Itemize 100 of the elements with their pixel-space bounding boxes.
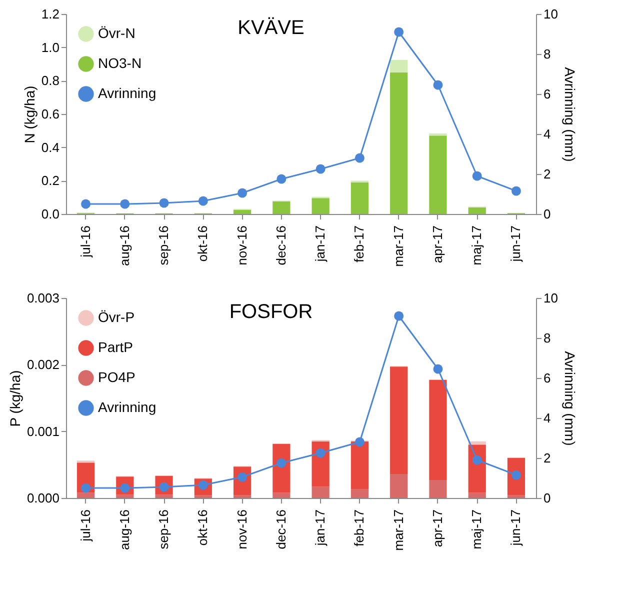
bar [76,492,95,498]
y2-tick-label: 0 [544,206,551,222]
y2-tick-label: 4 [544,126,551,142]
y2-tick-label: 10 [544,290,558,306]
bar [272,492,290,498]
x-tick-label: sep-16 [156,510,172,550]
x-tick-label: jun-17 [508,510,524,547]
bar [429,480,447,498]
bar [233,210,252,214]
x-tick-label: okt-16 [195,226,210,262]
y2-tick-label: 2 [544,450,551,466]
legend-label: PartP [98,339,134,355]
x-tick-label: aug-16 [116,226,132,266]
point [511,186,521,196]
x-tick-label: dec-16 [273,226,288,266]
y2-tick-label: 4 [544,410,551,426]
point [354,437,364,447]
y-tick-label: 1.0 [41,40,60,55]
bar [312,198,330,214]
point [198,196,208,206]
x-tick-label: mar-17 [390,510,406,551]
y-tick-label: 0.2 [41,173,60,188]
bar [390,60,408,72]
y2-tick-label: 6 [544,370,551,386]
x-tick-label: maj-17 [469,226,484,266]
y2-tick-label: 8 [544,46,551,62]
x-tick-label: feb-17 [352,510,367,546]
x-tick-label: feb-17 [352,226,367,262]
bar [155,494,173,498]
bar [312,486,330,498]
bar [272,444,290,493]
bar [429,380,447,480]
point [276,458,286,468]
x-tick-label: apr-17 [430,226,445,264]
y-tick-label: 0.003 [26,290,60,306]
bar [350,489,369,498]
point [394,311,404,321]
x-tick-label: okt-16 [195,510,210,546]
y2-tick-label: 10 [544,6,558,22]
x-tick-label: nov-16 [234,226,250,266]
legend-label: Övr-P [98,309,135,325]
bar [233,495,252,498]
legend-label: Avrinning [98,399,156,415]
y-tick-label: 1.2 [41,6,60,22]
x-tick-label: maj-17 [469,510,484,550]
bar [390,474,408,498]
x-tick-label: jan-17 [312,226,328,263]
point [394,27,404,37]
point [354,153,364,163]
legend-label: Avrinning [98,85,156,101]
point [472,455,482,465]
bar [194,495,212,498]
y-tick-label: 0.8 [41,73,60,88]
y-tick-label: 0.000 [26,490,60,506]
x-tick-label: jul-16 [78,510,93,542]
x-tick-label: apr-17 [430,510,445,548]
bar [312,441,330,487]
y-tick-label: 0.0 [41,206,60,222]
y-tick-label: 0.002 [26,357,60,372]
x-tick-label: jan-17 [312,510,328,547]
bar [507,495,526,498]
point [472,171,482,181]
bar [350,182,369,214]
y-tick-label: 0.001 [26,424,60,439]
point [276,174,286,184]
chart-title: FOSFOR [229,301,313,323]
legend-label: NO3-N [98,55,142,71]
point [120,199,130,209]
y2-tick-label: 6 [544,86,551,102]
bar [272,202,290,214]
bar [468,207,486,214]
point [433,364,443,374]
y-tick-label: 0.4 [41,140,60,155]
point [316,164,326,174]
bar [390,72,408,214]
x-tick-label: mar-17 [390,226,406,267]
y-axis-title: N (kg/ha) [21,86,38,144]
x-tick-label: nov-16 [234,510,250,550]
x-tick-label: dec-16 [273,510,288,550]
x-tick-label: sep-16 [156,226,172,266]
x-tick-label: jun-17 [508,226,524,263]
y2-tick-label: 8 [544,330,551,346]
y2-axis-title: Avrinning (mm) [562,351,578,446]
bar [468,492,486,498]
bar [350,441,369,490]
bar [116,494,134,498]
y2-tick-label: 2 [544,166,551,182]
y-axis-title: P (kg/ha) [6,370,23,427]
y2-tick-label: 0 [544,490,551,506]
legend-label: Övr-N [98,25,136,41]
point [238,188,248,198]
y2-axis-title: Avrinning (mm) [562,67,578,162]
bar [429,136,447,214]
point [433,80,443,90]
point [159,198,169,208]
point [81,483,91,493]
point [316,448,326,458]
bar [390,366,408,474]
x-tick-label: jul-16 [78,226,93,258]
legend-label: PO4P [98,369,136,385]
